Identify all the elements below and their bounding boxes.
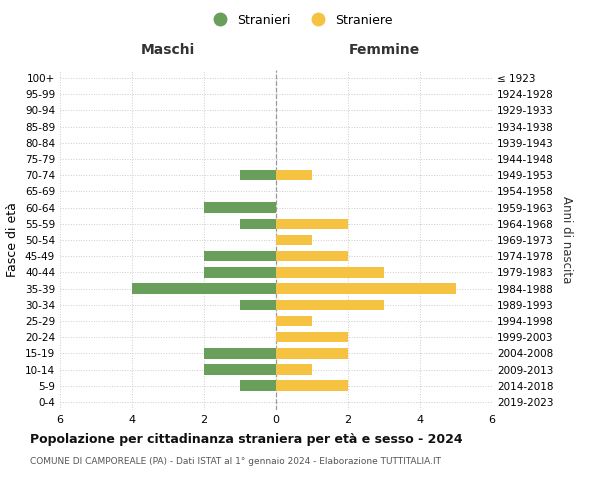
Bar — [132, 284, 276, 294]
Bar — [204, 251, 276, 262]
Bar — [276, 364, 312, 375]
Bar — [276, 251, 348, 262]
Text: Popolazione per cittadinanza straniera per età e sesso - 2024: Popolazione per cittadinanza straniera p… — [30, 432, 463, 446]
Text: Femmine: Femmine — [349, 44, 419, 58]
Bar — [276, 267, 384, 278]
Bar — [276, 284, 456, 294]
Bar — [240, 300, 276, 310]
Bar — [204, 202, 276, 213]
Bar — [204, 348, 276, 358]
Bar — [276, 380, 348, 391]
Bar — [276, 170, 312, 180]
Bar — [276, 348, 348, 358]
Bar — [204, 364, 276, 375]
Bar — [276, 316, 312, 326]
Bar — [240, 218, 276, 229]
Y-axis label: Fasce di età: Fasce di età — [7, 202, 19, 278]
Legend: Stranieri, Straniere: Stranieri, Straniere — [202, 8, 398, 32]
Bar — [276, 218, 348, 229]
Text: Maschi: Maschi — [141, 44, 195, 58]
Text: COMUNE DI CAMPOREALE (PA) - Dati ISTAT al 1° gennaio 2024 - Elaborazione TUTTITA: COMUNE DI CAMPOREALE (PA) - Dati ISTAT a… — [30, 458, 441, 466]
Bar — [276, 332, 348, 342]
Bar — [204, 267, 276, 278]
Bar — [276, 300, 384, 310]
Bar — [240, 170, 276, 180]
Bar — [276, 234, 312, 246]
Bar — [240, 380, 276, 391]
Y-axis label: Anni di nascita: Anni di nascita — [560, 196, 573, 284]
